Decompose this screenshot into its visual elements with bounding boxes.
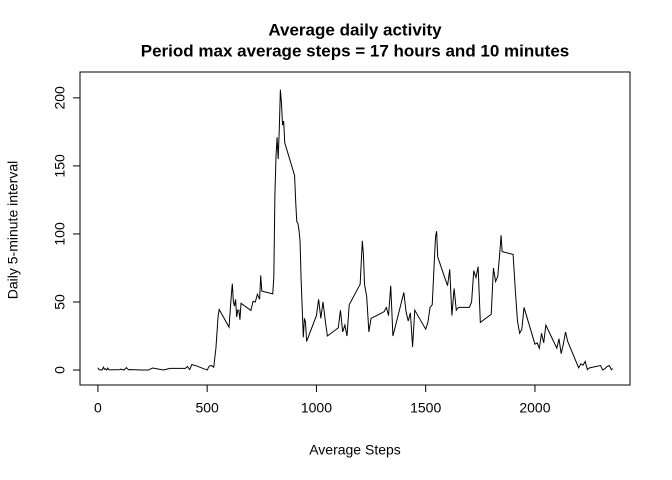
y-tick-label: 0 [52, 366, 68, 374]
data-line [97, 89, 613, 371]
chart-title: Average daily activity [268, 20, 442, 39]
y-tick-label: 200 [52, 86, 68, 110]
y-tick-label: 150 [52, 154, 68, 178]
x-tick-label: 2000 [519, 400, 550, 416]
x-tick-label: 1500 [410, 400, 441, 416]
y-tick-label: 50 [52, 294, 68, 310]
x-tick-label: 1000 [301, 400, 332, 416]
chart-subtitle: Period max average steps = 17 hours and … [141, 41, 570, 60]
y-tick-label: 100 [52, 222, 68, 246]
x-axis-label: Average Steps [309, 442, 401, 458]
y-axis-label: Daily 5-minute interval [5, 161, 21, 300]
x-tick-label: 500 [195, 400, 219, 416]
x-tick-label: 0 [94, 400, 102, 416]
